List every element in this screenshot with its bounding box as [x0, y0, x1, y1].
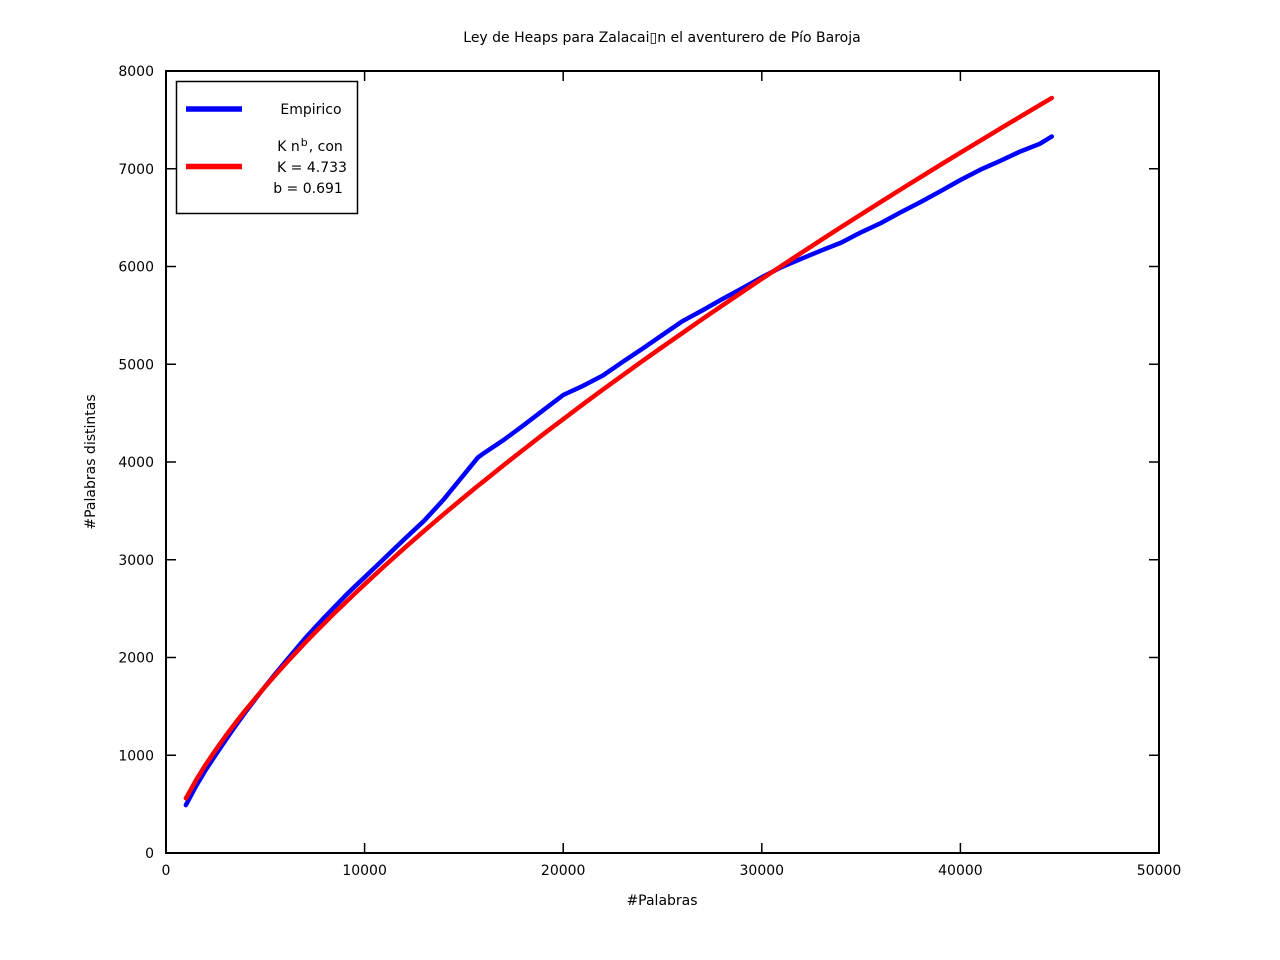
x-tick-label: 10000	[342, 863, 387, 879]
y-tick-label: 2000	[118, 651, 154, 667]
plot-frame	[165, 70, 1160, 854]
x-tick-label: 30000	[740, 863, 785, 879]
y-tick-label: 3000	[118, 553, 154, 569]
legend: Empirico K nb, con K = 4.733 b = 0.691	[175, 80, 359, 215]
y-tick-label: 4000	[118, 455, 154, 471]
y-tick-label: 5000	[118, 357, 154, 373]
y-tick-label: 8000	[118, 64, 154, 80]
x-tick-label: 0	[162, 863, 171, 879]
y-tick-label: 1000	[118, 748, 154, 764]
y-tick-label: 0	[145, 846, 154, 862]
legend-label-fit-line2: K = 4.733	[277, 160, 347, 176]
legend-label-empirico: Empirico	[280, 102, 341, 118]
x-tick-label: 50000	[1137, 863, 1182, 879]
legend-label-fit-line1: K nb, con	[277, 136, 343, 155]
legend-label-fit-line3: b = 0.691	[273, 181, 343, 197]
legend-box	[175, 80, 359, 215]
x-tick-label: 20000	[541, 863, 586, 879]
y-axis-label: #Palabras distintas	[83, 394, 99, 529]
chart-title: Ley de Heaps para Zalacai▯n el aventurer…	[463, 30, 860, 46]
x-axis-label: #Palabras	[626, 893, 697, 909]
x-tick-label: 40000	[938, 863, 983, 879]
plot-area: 0 10000 20000 30000 40000 50000 0 1000 2000 3000 4…	[118, 64, 1181, 879]
series-line-fit	[183, 95, 1055, 801]
series-line-empirico	[183, 134, 1055, 808]
y-tick-label: 6000	[118, 260, 154, 276]
y-tick-label: 7000	[118, 162, 154, 178]
